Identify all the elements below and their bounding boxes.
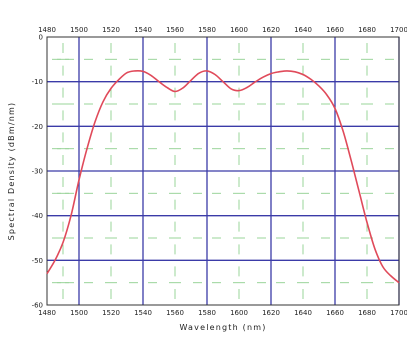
series-line	[46, 69, 400, 284]
y-axis-label: Spectral Density (dBm/nm)	[7, 102, 16, 241]
top-tick-label: 1500	[70, 26, 88, 34]
y-tick-label: -40	[32, 212, 43, 220]
y-tick-label: 0	[39, 34, 43, 42]
top-tick-label: 1640	[294, 26, 312, 34]
top-tick-label: 1580	[198, 26, 216, 34]
y-tick-label: -50	[32, 257, 43, 265]
tick-labels: 1480 1500 1520 1540 1560 1580 1600 1620 1640 1660…	[32, 26, 407, 317]
y-tick-label: -30	[32, 168, 43, 176]
top-tick-label: 1620	[262, 26, 280, 34]
x-tick-label: 1700	[390, 309, 407, 317]
top-tick-label: 1520	[102, 26, 120, 34]
x-tick-label: 1520	[102, 309, 120, 317]
top-tick-label: 1700	[390, 26, 407, 34]
x-tick-label: 1600	[230, 309, 248, 317]
x-tick-label: 1560	[166, 309, 184, 317]
top-tick-label: 1680	[358, 26, 376, 34]
x-tick-label: 1580	[198, 309, 216, 317]
x-tick-label: 1640	[294, 309, 312, 317]
plot-frame	[46, 36, 400, 306]
major-grid	[47, 37, 400, 305]
x-axis-label: Wavelength (nm)	[179, 323, 266, 332]
series-group	[46, 69, 400, 284]
top-tick-label: 1560	[166, 26, 184, 34]
top-tick-label: 1660	[326, 26, 344, 34]
x-tick-label: 1500	[70, 309, 88, 317]
y-tick-label: -60	[32, 302, 43, 310]
x-tick-label: 1680	[358, 309, 376, 317]
top-tick-label: 1600	[230, 26, 248, 34]
y-tick-label: -20	[32, 123, 43, 131]
y-tick-label: -10	[32, 78, 43, 86]
minor-grid	[52, 43, 394, 299]
x-tick-label: 1540	[134, 309, 152, 317]
x-tick-label: 1660	[326, 309, 344, 317]
x-tick-label: 1480	[38, 309, 56, 317]
top-tick-label: 1480	[38, 26, 56, 34]
top-tick-label: 1540	[134, 26, 152, 34]
x-tick-label: 1620	[262, 309, 280, 317]
